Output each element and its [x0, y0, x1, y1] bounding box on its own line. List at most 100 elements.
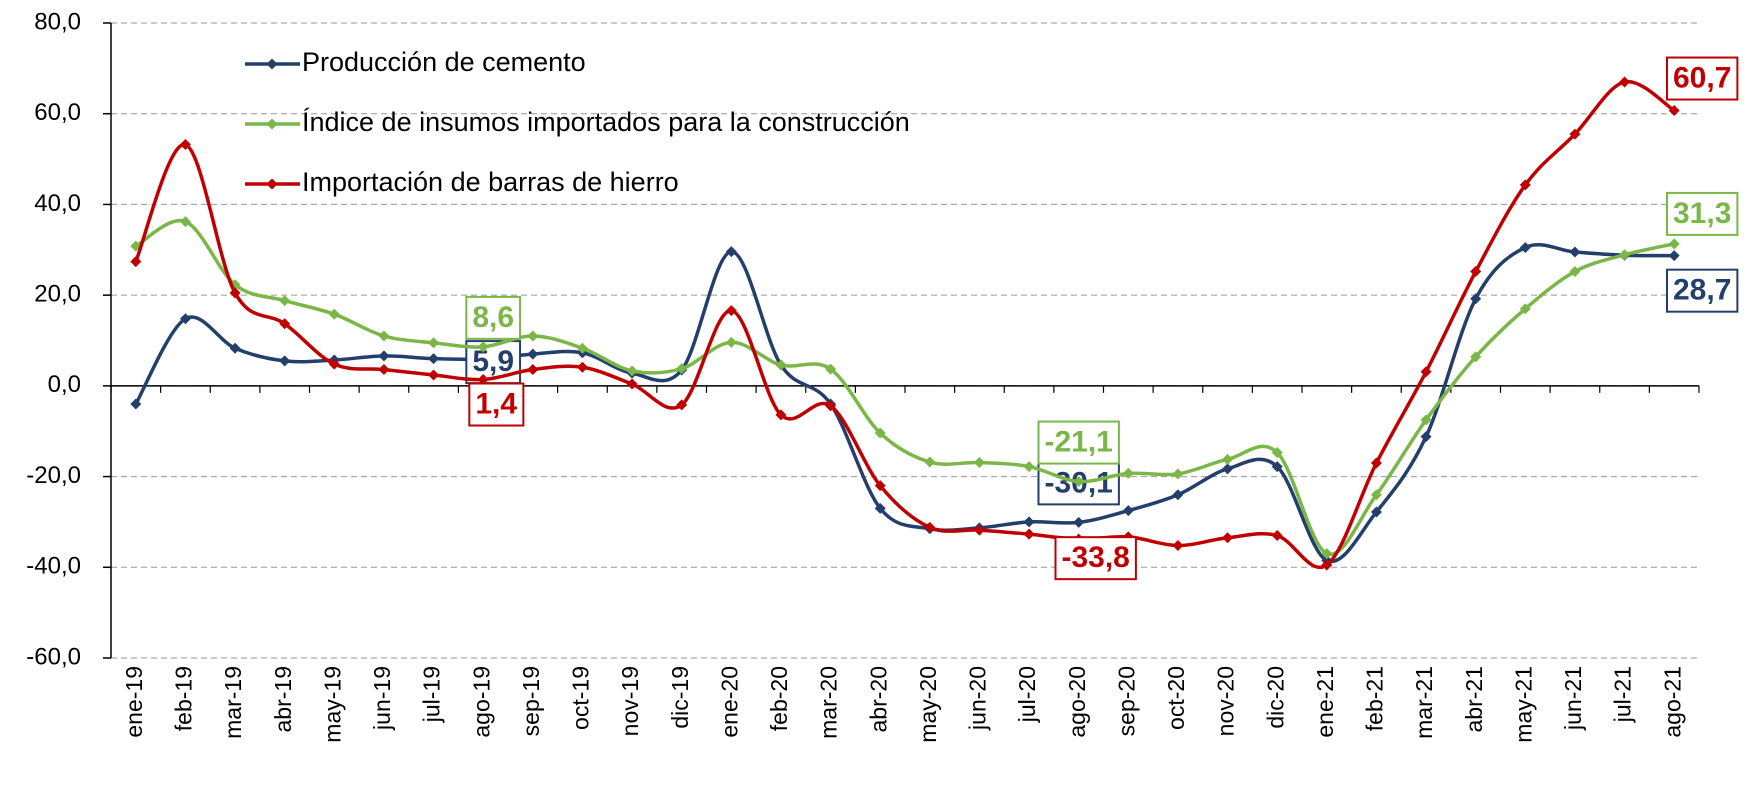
data-label: 28,7: [1667, 270, 1737, 312]
point-marker: [726, 337, 737, 348]
point-marker: [1073, 517, 1084, 528]
data-label: 1,4: [469, 384, 523, 426]
point-marker: [428, 353, 439, 364]
data-label: 31,3: [1667, 193, 1737, 235]
data-label: 60,7: [1667, 58, 1737, 100]
legend-marker: [267, 119, 278, 130]
x-tick-label: ene-19: [121, 666, 147, 738]
x-tick-label: may-21: [1510, 666, 1536, 743]
y-tick-label: -40,0: [26, 553, 81, 580]
point-marker: [1222, 454, 1233, 465]
legend-label: Importación de barras de hierro: [302, 167, 679, 197]
x-tick-label: mar-20: [816, 666, 842, 739]
point-marker: [1024, 529, 1035, 540]
point-marker: [329, 309, 340, 320]
x-tick-label: oct-20: [1163, 666, 1189, 730]
x-tick-label: jun-21: [1560, 666, 1586, 731]
x-tick-label: sep-20: [1113, 666, 1139, 736]
x-tick-label: abr-20: [865, 666, 891, 732]
point-marker: [1172, 489, 1183, 500]
x-tick-label: ago-21: [1659, 666, 1685, 738]
point-marker: [1024, 516, 1035, 527]
data-label-text: 60,7: [1673, 61, 1731, 94]
x-tick-label: abr-21: [1461, 666, 1487, 732]
point-marker: [378, 330, 389, 341]
point-marker: [1669, 250, 1680, 261]
x-tick-label: abr-19: [270, 666, 296, 732]
point-marker: [974, 457, 985, 468]
page: {"chart_data": {"type": "line", "categor…: [0, 0, 1750, 782]
x-tick-label: ene-20: [716, 666, 742, 738]
point-marker: [130, 256, 141, 267]
x-tick-label: dic-19: [667, 666, 693, 729]
x-tick-label: ago-20: [1064, 666, 1090, 738]
x-tick-label: jun-20: [965, 666, 991, 731]
x-tick-label: ene-21: [1312, 666, 1338, 738]
point-marker: [1123, 468, 1134, 479]
point-marker: [1669, 238, 1680, 249]
x-tick-label: nov-19: [617, 666, 643, 736]
point-marker: [1421, 431, 1432, 442]
x-tick-label: oct-19: [568, 666, 594, 730]
legend-marker: [267, 179, 278, 190]
x-tick-label: jun-19: [369, 666, 395, 731]
legend-marker: [267, 59, 278, 70]
point-marker: [279, 355, 290, 366]
point-marker: [1172, 468, 1183, 479]
data-label-text: 8,6: [472, 301, 514, 334]
chart: -60,0 -40,0 -20,0 0,0 20,0 40,0 60,0 80,0 ene-19…: [0, 0, 1750, 782]
x-tick-label: ago-19: [468, 666, 494, 738]
point-marker: [527, 364, 538, 375]
y-tick-label: 40,0: [34, 190, 81, 217]
point-marker: [428, 369, 439, 380]
point-marker: [527, 349, 538, 360]
data-label-text: -21,1: [1044, 425, 1112, 458]
point-marker: [1222, 463, 1233, 474]
x-tick-label: dic-20: [1262, 666, 1288, 729]
point-marker: [1222, 532, 1233, 543]
point-marker: [1123, 505, 1134, 516]
y-tick-label: 0,0: [48, 371, 81, 398]
x-tick-label: sep-19: [518, 666, 544, 736]
x-tick-label: feb-19: [171, 666, 197, 731]
point-marker: [1024, 461, 1035, 472]
data-label-text: 1,4: [475, 387, 517, 420]
point-marker: [428, 337, 439, 348]
data-label-text: 5,9: [472, 345, 514, 378]
x-tick-label: jul-19: [419, 666, 445, 723]
x-tick-label: mar-21: [1411, 666, 1437, 739]
x-tick-label: may-20: [915, 666, 941, 743]
point-marker: [1272, 530, 1283, 541]
data-label-text: 31,3: [1673, 197, 1731, 230]
x-tick-label: jul-21: [1610, 666, 1636, 723]
series-line: [136, 245, 1674, 562]
legend-label: Índice de insumos importados para la con…: [302, 107, 910, 137]
x-tick-label: mar-19: [220, 666, 246, 739]
point-marker: [924, 522, 935, 533]
y-tick-label: -60,0: [26, 643, 81, 670]
y-tick-label: -20,0: [26, 462, 81, 489]
y-tick-label: 60,0: [34, 99, 81, 126]
x-tick-label: nov-20: [1213, 666, 1239, 736]
x-tick-label: feb-21: [1362, 666, 1388, 731]
point-marker: [1172, 540, 1183, 551]
data-label: 8,6: [466, 297, 520, 339]
data-label-text: -33,8: [1061, 541, 1129, 574]
point-marker: [924, 457, 935, 468]
x-tick-label: feb-20: [766, 666, 792, 731]
data-label: -21,1: [1038, 422, 1118, 464]
point-marker: [577, 362, 588, 373]
point-marker: [527, 330, 538, 341]
y-tick-label: 80,0: [34, 8, 81, 35]
point-marker: [1569, 247, 1580, 258]
series-line: [136, 82, 1674, 568]
legend-label: Producción de cemento: [302, 47, 586, 77]
data-label: -33,8: [1055, 537, 1135, 579]
data-label-text: 28,7: [1673, 274, 1731, 307]
point-marker: [1619, 76, 1630, 87]
point-marker: [1619, 249, 1630, 260]
y-tick-label: 20,0: [34, 280, 81, 307]
point-marker: [378, 350, 389, 361]
x-tick-label: may-19: [319, 666, 345, 743]
point-marker: [279, 295, 290, 306]
